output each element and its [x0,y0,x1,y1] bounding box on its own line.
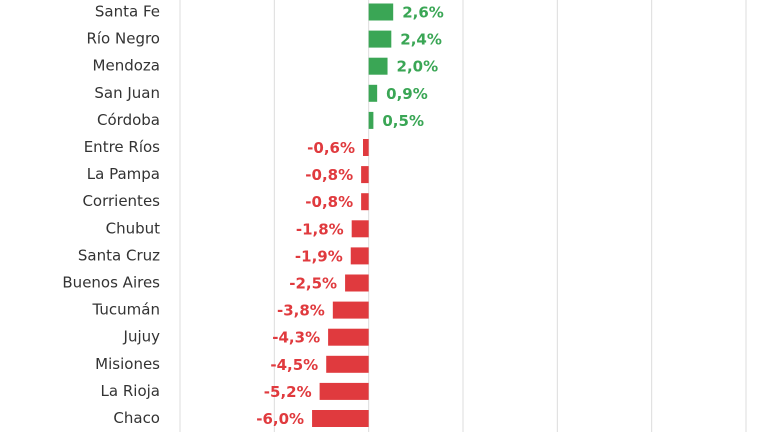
bar [326,355,369,373]
category-label: San Juan [94,84,160,102]
value-label: 2,6% [402,4,444,22]
category-label: Santa Fe [95,3,160,21]
category-label: Entre Ríos [84,138,160,156]
bar [319,382,369,400]
bar [363,139,369,156]
category-label: Córdoba [97,111,160,129]
bar [351,220,369,238]
value-label: 0,9% [386,85,428,103]
value-label: -2,5% [289,275,337,293]
bar [368,84,378,102]
value-label: 2,4% [400,31,442,49]
category-label: Tucumán [92,301,160,319]
value-label: -4,5% [270,356,318,374]
value-label: -0,8% [305,193,353,211]
category-label: Corrientes [82,192,160,210]
category-label: Buenos Aires [62,274,160,292]
category-label: Chaco [113,409,160,427]
category-label: Mendoza [93,57,160,75]
value-label: -6,0% [256,410,304,428]
value-label: -0,8% [305,166,353,184]
value-label: 0,5% [382,112,424,130]
bar [368,30,392,48]
bar [368,57,388,75]
category-label: Chubut [106,219,161,237]
bar [328,328,369,346]
value-label: -5,2% [264,383,312,401]
bar [368,3,394,21]
value-label: -1,8% [296,220,344,238]
category-label: Jujuy [123,328,161,346]
category-label: La Pampa [87,165,160,183]
category-label: Misiones [95,355,160,373]
bar [361,193,369,211]
value-label: -3,8% [277,302,325,320]
category-label: La Rioja [101,382,160,400]
bar [368,111,374,129]
bar [361,166,369,184]
bar [312,410,369,427]
bar [345,274,369,292]
category-label: Santa Cruz [78,246,160,264]
value-label: -1,9% [295,247,343,265]
category-label: Río Negro [86,30,160,48]
bar [332,301,369,319]
bar [350,247,369,265]
value-label: 2,0% [397,58,439,76]
value-label: -0,6% [307,139,355,157]
value-label: -4,3% [272,329,320,347]
